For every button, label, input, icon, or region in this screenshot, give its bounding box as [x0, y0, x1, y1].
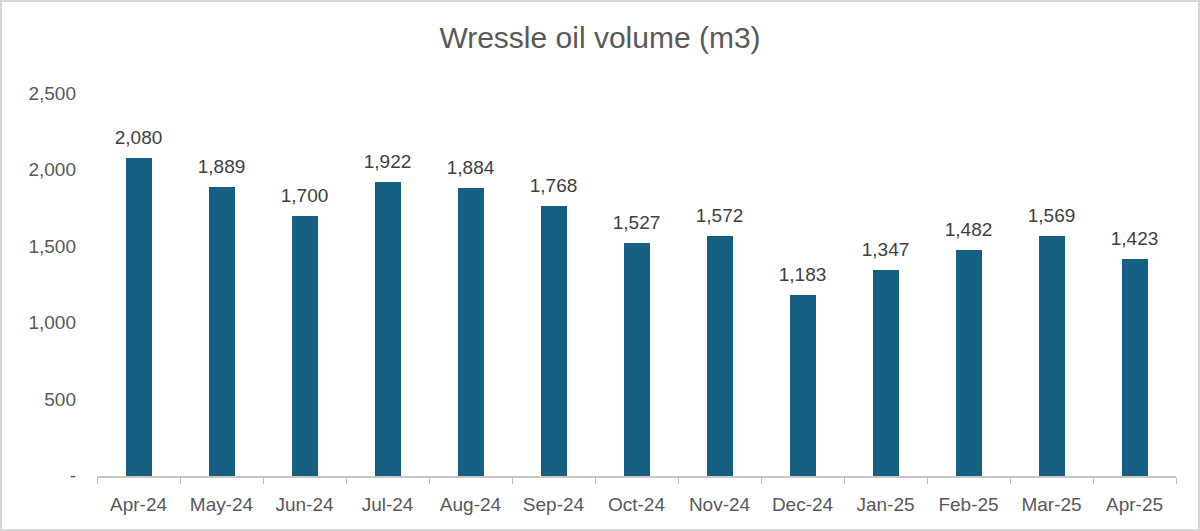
- x-axis-tick-label: May-24: [180, 493, 263, 517]
- x-axis-tick-label: Dec-24: [761, 493, 844, 517]
- bar: [956, 250, 982, 476]
- bar-value-label: 1,183: [758, 264, 848, 286]
- x-axis-tick-mark: [1093, 478, 1094, 484]
- x-axis-tick-label: Nov-24: [678, 493, 761, 517]
- x-axis-tick-mark: [263, 478, 264, 484]
- x-axis-tick-label: Apr-25: [1093, 493, 1176, 517]
- bar-value-label: 1,889: [177, 156, 267, 178]
- x-axis-tick-label: Aug-24: [429, 493, 512, 517]
- bar-value-label: 1,922: [343, 151, 433, 173]
- bar: [292, 216, 318, 476]
- bar-value-label: 1,572: [675, 205, 765, 227]
- x-axis-tick-mark: [346, 478, 347, 484]
- x-axis-tick-mark: [180, 478, 181, 484]
- bar: [1122, 259, 1148, 476]
- y-axis-tick-label: 1,500: [6, 236, 76, 258]
- bar-value-label: 1,423: [1090, 228, 1180, 250]
- bar-value-label: 1,700: [260, 185, 350, 207]
- x-axis-tick-mark: [927, 478, 928, 484]
- y-axis-tick-label: 500: [6, 389, 76, 411]
- bar: [375, 182, 401, 476]
- x-axis-line: [97, 476, 1176, 478]
- bar-value-label: 1,527: [592, 212, 682, 234]
- chart-frame: Wressle oil volume (m3) 2,5002,0001,5001…: [0, 0, 1200, 531]
- x-axis-tick-mark: [595, 478, 596, 484]
- bar: [126, 158, 152, 476]
- x-axis-tick-label: Jun-24: [263, 493, 346, 517]
- plot-area: 2,500 2,000 1,500 1,000 500 - 2,080 Apr-24 1,889…: [2, 2, 1198, 529]
- bar: [707, 236, 733, 476]
- bar-value-label: 2,080: [94, 127, 184, 149]
- bar: [790, 295, 816, 476]
- bar-value-label: 1,884: [426, 157, 516, 179]
- x-axis-tick-mark: [1010, 478, 1011, 484]
- x-axis-tick-label: Jan-25: [844, 493, 927, 517]
- bar-value-label: 1,347: [841, 239, 931, 261]
- x-axis-tick-label: Oct-24: [595, 493, 678, 517]
- x-axis-tick-mark: [761, 478, 762, 484]
- y-axis-tick-label: 1,000: [6, 312, 76, 334]
- bar: [1039, 236, 1065, 476]
- x-axis-tick-label: Jul-24: [346, 493, 429, 517]
- bar: [458, 188, 484, 476]
- x-axis-tick-label: Apr-24: [97, 493, 180, 517]
- x-axis-tick-mark: [97, 478, 98, 484]
- y-axis-tick-label: -: [6, 465, 76, 487]
- bar: [209, 187, 235, 476]
- x-axis-tick-mark: [678, 478, 679, 484]
- bar: [624, 243, 650, 476]
- bar: [873, 270, 899, 476]
- bar-value-label: 1,569: [1007, 205, 1097, 227]
- x-axis-tick-mark: [512, 478, 513, 484]
- x-axis-tick-label: Sep-24: [512, 493, 595, 517]
- y-axis-tick-label: 2,500: [6, 83, 76, 105]
- x-axis-tick-label: Mar-25: [1010, 493, 1093, 517]
- x-axis-tick-label: Feb-25: [927, 493, 1010, 517]
- bar: [541, 206, 567, 476]
- x-axis-tick-mark: [1176, 478, 1177, 484]
- bar-value-label: 1,768: [509, 175, 599, 197]
- x-axis-tick-mark: [429, 478, 430, 484]
- y-axis-tick-label: 2,000: [6, 159, 76, 181]
- bar-value-label: 1,482: [924, 219, 1014, 241]
- x-axis-tick-mark: [844, 478, 845, 484]
